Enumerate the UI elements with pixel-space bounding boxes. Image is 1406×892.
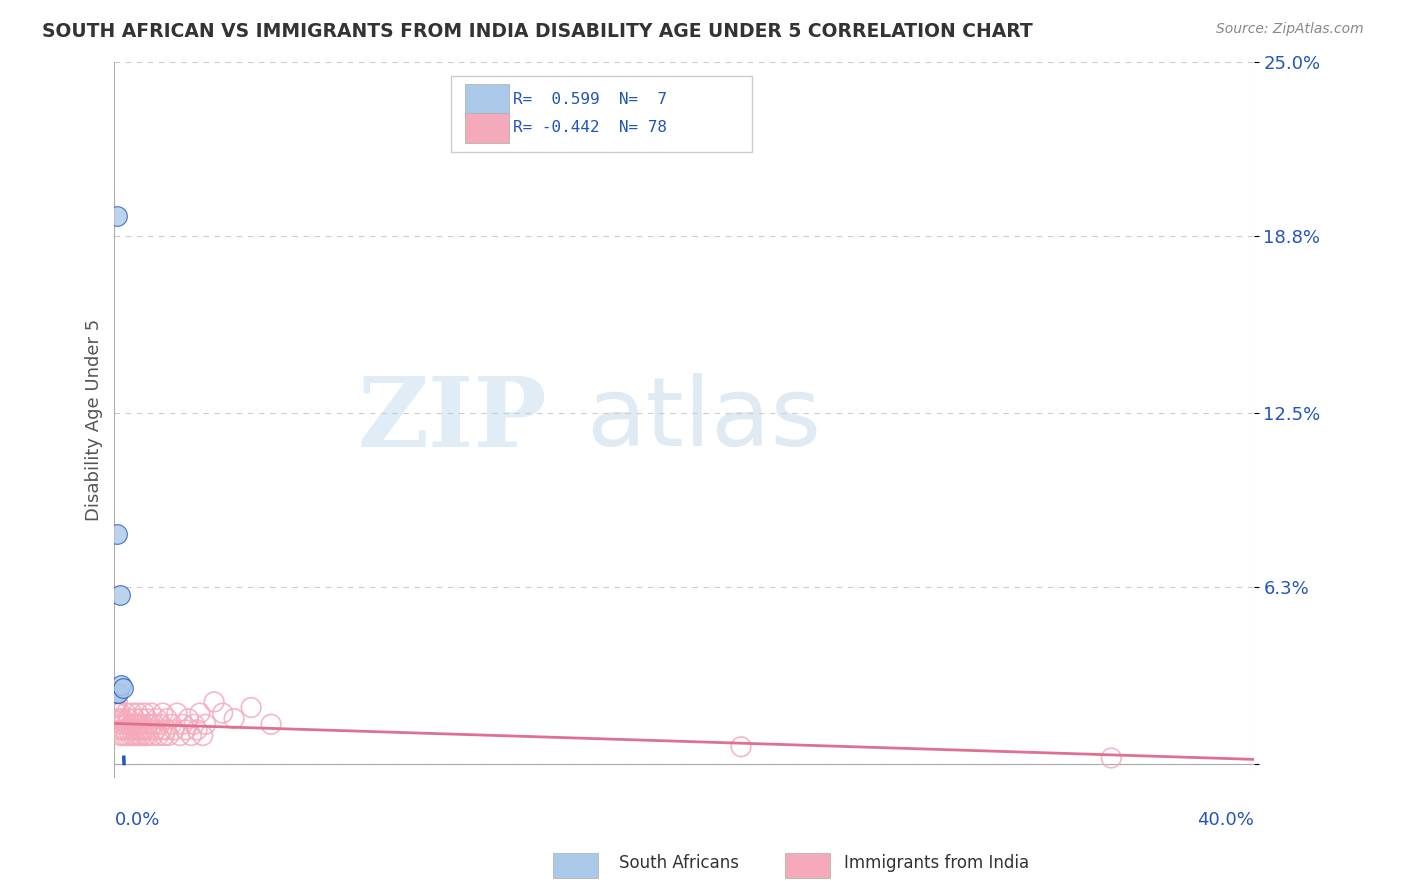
Point [730,739,752,754]
Point [125,717,148,731]
Point [211,706,233,720]
Point [115,729,138,743]
Point [174,723,197,737]
Point [145,723,167,737]
Point [120,729,142,743]
Point [148,729,170,743]
Point [180,729,202,743]
Point [115,717,138,731]
Point [188,706,211,720]
Point [240,700,263,714]
Point [120,717,142,731]
Text: South Africans: South Africans [619,855,738,872]
Point [202,695,225,709]
Point [183,717,205,731]
Point [150,723,173,737]
Point [160,717,183,731]
Point [127,723,149,737]
Point [157,729,180,743]
FancyBboxPatch shape [465,113,509,143]
Point [131,717,153,731]
Point [108,588,131,602]
Point [129,723,152,737]
Point [117,723,139,737]
Point [135,723,157,737]
Text: ZIP: ZIP [359,373,547,467]
Text: Source: ZipAtlas.com: Source: ZipAtlas.com [1216,22,1364,37]
Point [166,706,188,720]
Point [121,723,143,737]
Point [105,686,128,700]
Point [143,717,166,731]
Point [110,678,132,692]
Text: 0.0%: 0.0% [114,812,160,830]
Point [146,712,169,726]
Point [128,717,150,731]
Point [139,723,162,737]
Point [129,712,152,726]
Point [191,729,214,743]
Point [142,729,165,743]
Point [105,210,128,224]
Point [114,723,136,737]
Point [134,706,156,720]
Point [105,706,128,720]
Point [136,729,159,743]
Y-axis label: Disability Age Under 5: Disability Age Under 5 [86,318,103,521]
Point [222,712,245,726]
Point [125,729,148,743]
Text: SOUTH AFRICAN VS IMMIGRANTS FROM INDIA DISABILITY AGE UNDER 5 CORRELATION CHART: SOUTH AFRICAN VS IMMIGRANTS FROM INDIA D… [42,22,1033,41]
Point [134,729,156,743]
Point [128,729,150,743]
Point [155,723,177,737]
Point [112,714,135,729]
Point [121,706,143,720]
Point [127,706,149,720]
Text: R=  0.599  N=  7: R= 0.599 N= 7 [513,92,668,107]
Point [108,723,131,737]
Point [107,712,129,726]
Point [124,712,146,726]
Point [132,723,155,737]
Point [110,717,132,731]
Point [105,695,128,709]
Text: 40.0%: 40.0% [1197,812,1254,830]
Point [186,723,208,737]
Point [107,686,129,700]
Point [136,712,159,726]
Text: atlas: atlas [586,374,821,467]
Point [153,729,176,743]
FancyBboxPatch shape [465,84,509,114]
Point [141,706,163,720]
Point [138,717,160,731]
Point [122,717,145,731]
Point [172,717,194,731]
Point [105,526,128,541]
Point [131,729,153,743]
Text: R= -0.442  N= 78: R= -0.442 N= 78 [513,120,668,136]
Point [110,729,132,743]
Point [118,712,141,726]
Point [149,717,172,731]
Point [104,700,127,714]
FancyBboxPatch shape [450,77,752,152]
Point [1099,751,1122,765]
Point [169,729,191,743]
Point [156,712,179,726]
Point [122,729,145,743]
Point [177,712,200,726]
Point [108,706,131,720]
Point [111,681,134,695]
Point [107,714,129,729]
Point [124,723,146,737]
Point [111,712,134,726]
Point [163,723,186,737]
Point [260,717,283,731]
Text: Immigrants from India: Immigrants from India [844,855,1029,872]
Point [111,723,134,737]
Point [114,706,136,720]
Point [152,706,174,720]
Point [112,729,135,743]
Point [194,717,217,731]
